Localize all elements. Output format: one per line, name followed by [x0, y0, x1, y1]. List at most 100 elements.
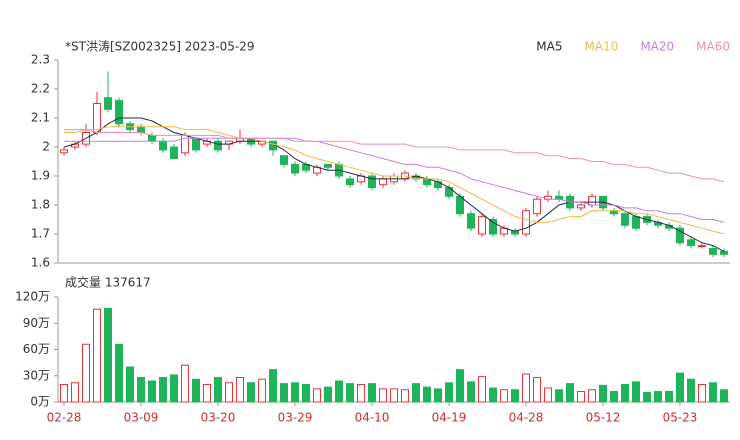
- volume-bar: [258, 378, 266, 403]
- volume-bar: [555, 389, 563, 403]
- volume-bar: [313, 388, 321, 403]
- candle-body: [489, 219, 497, 235]
- legend-entry: MA20: [640, 40, 674, 54]
- volume-bar: [621, 384, 629, 403]
- volume-bar: [533, 377, 541, 403]
- volume-bar: [357, 384, 365, 403]
- y-tick-label: 120万: [15, 290, 50, 304]
- volume-bar: [269, 369, 277, 403]
- volume-bar: [148, 380, 156, 403]
- volume-bar: [401, 389, 409, 403]
- y-tick-label: 1.7: [31, 227, 50, 241]
- ma-line: [64, 137, 725, 223]
- candle-body: [720, 250, 728, 255]
- x-tick-label: 05-12: [586, 411, 621, 425]
- volume-bar: [423, 386, 431, 403]
- candle-body: [632, 216, 640, 229]
- legend-entry: MA5: [536, 40, 562, 54]
- volume-bar: [225, 382, 233, 403]
- volume-bar: [368, 383, 376, 403]
- volume-bar: [720, 389, 728, 403]
- volume-bar: [478, 376, 486, 403]
- volume-bar: [115, 343, 123, 403]
- volume-bar: [610, 391, 618, 403]
- x-tick-label: 03-29: [278, 411, 313, 425]
- volume-bar: [192, 378, 200, 403]
- x-tick-label: 04-19: [432, 411, 467, 425]
- y-tick-label: 2.3: [31, 53, 50, 67]
- x-tick-label: 03-20: [201, 411, 236, 425]
- candle-body: [533, 198, 541, 215]
- volume-bar: [93, 308, 101, 403]
- volume-bar: [566, 383, 574, 403]
- candle-body: [467, 213, 475, 229]
- y-tick-label: 60万: [23, 342, 50, 356]
- volume-bar: [687, 378, 695, 403]
- volume-bar: [104, 307, 112, 403]
- volume-bar: [676, 372, 684, 403]
- y-tick-label: 2.1: [31, 111, 50, 125]
- volume-bar: [82, 343, 90, 403]
- volume-bar: [709, 382, 717, 403]
- x-tick-label: 05-23: [663, 411, 698, 425]
- candle-body: [379, 178, 387, 186]
- y-tick-label: 0万: [30, 395, 50, 409]
- volume-bar: [280, 383, 288, 403]
- volume-bar: [467, 381, 475, 403]
- candle-body: [456, 195, 464, 215]
- y-tick-label: 90万: [23, 316, 50, 330]
- candle-body: [588, 195, 596, 206]
- candle-body: [291, 163, 299, 174]
- volume-bar: [203, 384, 211, 403]
- y-tick-label: 1.9: [31, 169, 50, 183]
- candle-body: [137, 126, 145, 133]
- candle-body: [93, 103, 101, 133]
- volume-bar: [445, 382, 453, 403]
- volume-bar: [247, 382, 255, 403]
- y-tick-label: 1.6: [31, 256, 50, 270]
- candle-body: [192, 137, 200, 151]
- volume-bar: [60, 384, 68, 403]
- volume-bar: [302, 384, 310, 403]
- volume-bar: [137, 377, 145, 403]
- candle-body: [324, 163, 332, 168]
- volume-bar: [214, 377, 222, 403]
- volume-bar: [698, 384, 706, 403]
- volume-bar: [126, 366, 134, 403]
- x-tick-label: 04-10: [355, 411, 390, 425]
- candle-body: [577, 204, 585, 209]
- y-tick-label: 2.2: [31, 82, 50, 96]
- candle-body: [159, 140, 167, 151]
- volume-bar: [335, 380, 343, 403]
- ma-line: [64, 126, 725, 235]
- candle-body: [368, 175, 376, 189]
- ma-line: [64, 129, 725, 183]
- volume-bar: [434, 388, 442, 403]
- volume-bar: [390, 388, 398, 403]
- candle-body: [687, 239, 695, 247]
- volume-bar: [643, 391, 651, 403]
- volume-bar: [500, 389, 508, 403]
- volume-bar: [346, 383, 354, 403]
- candle-body: [148, 134, 156, 142]
- volume-bar: [291, 382, 299, 403]
- y-tick-label: 30万: [23, 368, 50, 382]
- volume-bar: [159, 377, 167, 403]
- volume-bar: [71, 382, 79, 403]
- volume-bar: [654, 391, 662, 403]
- volume-title: 成交量 137617: [65, 275, 151, 290]
- volume-bar: [236, 377, 244, 403]
- candle-body: [676, 227, 684, 244]
- candle-body: [621, 213, 629, 226]
- candle-body: [115, 100, 123, 125]
- chart-title: *ST洪涛[SZ002325] 2023-05-29: [65, 39, 255, 54]
- legend-entry: MA60: [696, 40, 730, 54]
- candle-body: [346, 178, 354, 186]
- volume-bar: [577, 391, 585, 403]
- candle-body: [698, 245, 706, 248]
- legend-entry: MA10: [584, 40, 618, 54]
- volume-bar: [324, 386, 332, 403]
- volume-bar: [588, 389, 596, 403]
- volume-bar: [412, 383, 420, 403]
